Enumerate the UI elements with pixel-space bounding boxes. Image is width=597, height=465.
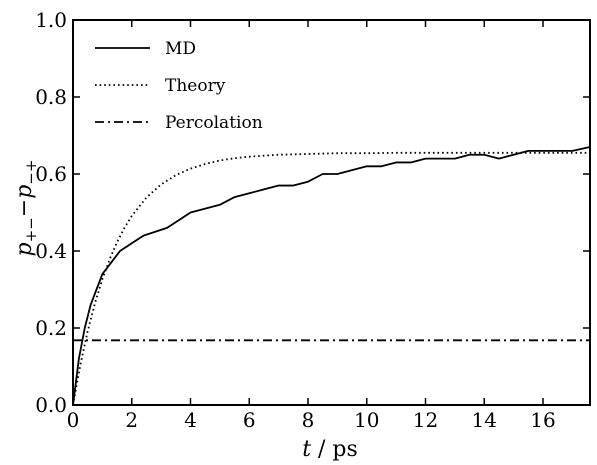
axes: 0 2 4 6 8 10 12 14 16 0.0 0.2 0.4 0.6 0.8 1.0 [35,8,590,432]
y-label-p1: p [12,242,37,256]
x-tick-label: 6 [243,408,256,432]
x-axis-label: t / ps [302,437,358,462]
x-tick-label: 10 [354,408,379,432]
series-line-md [72,146,591,406]
y-tick-label: 1.0 [35,8,67,32]
x-tick-label: 16 [530,408,555,432]
x-tick-label: 8 [302,408,315,432]
x-axis-var: t [302,437,311,462]
x-tick-label: 2 [125,408,138,432]
series-layer [72,146,591,406]
y-tick-label: 0.8 [35,85,67,109]
x-tick-label: 4 [184,408,197,432]
y-label-minus: − [12,199,37,217]
plot-frame [72,19,591,406]
y-tick-label: 0.4 [35,239,67,263]
y-axis-label: p+−−p−+ [12,160,40,257]
y-tick-label: 0.0 [35,393,67,417]
series-line-theory [72,151,590,406]
legend-label-theory: Theory [165,76,226,96]
legend-label-percolation: Percolation [165,113,263,133]
y-label-sub1: +− [22,217,40,242]
x-axis-unit: / ps [311,437,358,462]
legend-label-md: MD [165,39,196,59]
y-label-sub2: −+ [22,160,40,185]
y-tick-label: 0.6 [35,162,67,186]
legend: MD Theory Percolation [95,39,263,133]
x-tick-label: 14 [472,408,497,432]
x-tick-label: 0 [67,408,80,432]
y-tick-label: 0.2 [35,316,67,340]
x-tick-label: 12 [413,408,438,432]
y-label-p2: p [12,185,37,199]
